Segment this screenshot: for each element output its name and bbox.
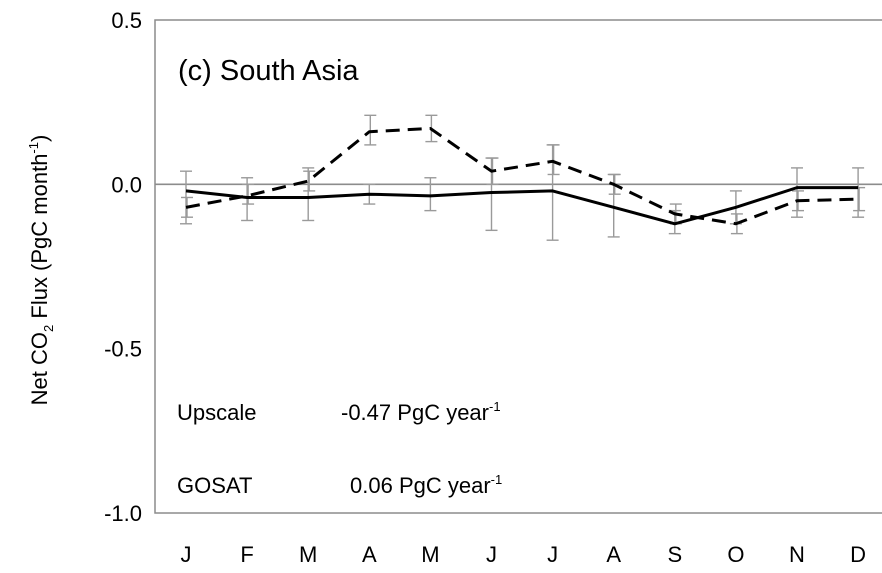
- y-tick-label: -0.5: [104, 337, 142, 362]
- y-axis-label-middle: Flux (PgC month: [27, 154, 52, 325]
- y-axis-label-superscript: -1: [26, 142, 41, 154]
- error-bars: [180, 114, 866, 241]
- x-tick-label: J: [486, 542, 497, 567]
- y-axis-label-subscript: 2: [41, 325, 56, 332]
- annotation-upscale-label: Upscale: [177, 400, 256, 425]
- x-tick-label: A: [606, 542, 621, 567]
- x-tick-label: M: [299, 542, 317, 567]
- series-lines: [185, 126, 859, 226]
- y-axis-label-suffix: ): [27, 135, 52, 142]
- x-tick-label: N: [789, 542, 805, 567]
- x-tick-label: J: [547, 542, 558, 567]
- error-bar-upscale: [852, 167, 865, 218]
- error-bar-gosat: [364, 114, 377, 146]
- y-axis-ticks: 0.5 0.0 -0.5 -1.0: [104, 8, 142, 526]
- error-bar-upscale: [302, 167, 315, 222]
- x-tick-label: M: [421, 542, 439, 567]
- annotation-upscale: Upscale -0.47 PgC year-1: [177, 399, 501, 425]
- annotation-gosat-value: 0.06 PgC year-1: [350, 472, 502, 498]
- y-axis-label-prefix: Net CO: [27, 332, 52, 405]
- error-bar-upscale: [424, 177, 437, 212]
- panel-title: (c) South Asia: [178, 55, 359, 87]
- y-tick-label: -1.0: [104, 501, 142, 526]
- error-bar-gosat: [242, 183, 255, 205]
- y-axis-label: Net CO2 Flux (PgC month-1): [26, 135, 56, 406]
- x-tick-label: S: [667, 542, 682, 567]
- x-tick-label: A: [362, 542, 377, 567]
- annotation-upscale-value: -0.47 PgC year-1: [341, 399, 501, 425]
- annotation-gosat-label: GOSAT: [177, 473, 252, 498]
- error-bar-upscale: [791, 167, 803, 218]
- y-tick-label: 0.5: [111, 8, 142, 33]
- x-tick-label: D: [850, 542, 866, 567]
- y-tick-label: 0.0: [111, 172, 142, 197]
- annotation-gosat: GOSAT 0.06 PgC year-1: [177, 472, 502, 498]
- plot-frame: [154, 19, 882, 514]
- error-bar-gosat: [303, 170, 316, 192]
- x-tick-label: O: [727, 542, 744, 567]
- series-line-gosat: [185, 126, 859, 226]
- x-tick-label: J: [181, 542, 192, 567]
- x-tick-label: F: [240, 542, 253, 567]
- series-line-upscale: [185, 186, 859, 226]
- error-bar-gosat: [853, 186, 866, 212]
- error-bar-gosat: [547, 144, 560, 176]
